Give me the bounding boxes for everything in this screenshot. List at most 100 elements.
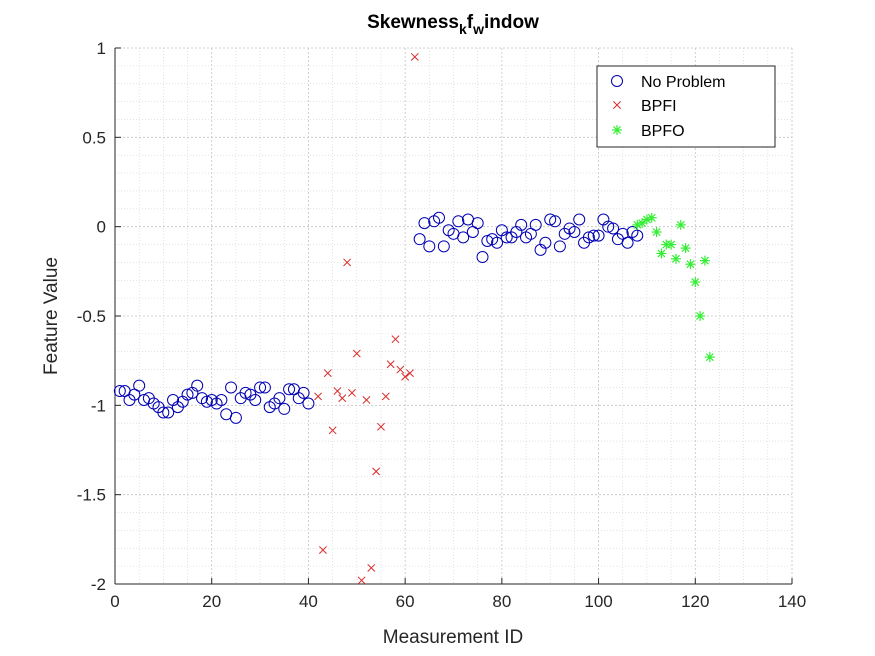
- data-point-stroke: [362, 396, 371, 404]
- series-bpfo: [632, 212, 715, 363]
- data-point: [410, 52, 419, 61]
- data-point-stroke: [686, 260, 695, 269]
- data-point: [573, 213, 586, 226]
- data-point: [491, 236, 504, 249]
- data-point: [670, 253, 681, 264]
- legend: No Problem BPFI BPFO: [596, 65, 776, 148]
- data-point-stroke: [657, 249, 666, 258]
- data-point: [690, 277, 701, 288]
- data-point: [347, 388, 356, 397]
- x-axis-label: Measurement ID: [383, 627, 523, 648]
- data-point: [314, 392, 323, 401]
- series-bpfi: [314, 52, 419, 585]
- data-point-stroke: [401, 372, 410, 381]
- data-point: [215, 393, 228, 406]
- data-point-stroke: [681, 244, 690, 253]
- data-point-stroke: [705, 353, 714, 362]
- data-point: [338, 394, 347, 403]
- data-point-stroke: [357, 576, 366, 585]
- data-point: [200, 395, 213, 408]
- legend-marker-bpfo: [612, 125, 622, 135]
- data-point-stroke: [671, 254, 680, 263]
- data-point: [249, 393, 262, 406]
- y-tick-label: 0: [97, 218, 106, 237]
- data-point: [328, 426, 337, 435]
- legend-marker-no-problem: [611, 75, 623, 87]
- x-tick-label: 140: [778, 592, 806, 611]
- data-point: [181, 388, 194, 401]
- data-point-stroke: [367, 563, 376, 572]
- legend-marker-bpfi-stroke: [613, 101, 621, 109]
- data-point: [318, 546, 327, 555]
- data-point: [377, 422, 385, 431]
- x-tick-label: 0: [110, 592, 119, 611]
- data-point: [258, 381, 271, 394]
- y-tick-label: -1.5: [77, 486, 106, 505]
- data-point-stroke: [323, 369, 332, 378]
- data-point: [225, 381, 238, 394]
- data-point-stroke: [396, 365, 405, 374]
- data-point: [656, 248, 667, 259]
- data-point-stroke: [700, 256, 709, 265]
- y-tick-label: 1: [97, 39, 106, 58]
- x-tick-label: 60: [396, 592, 415, 611]
- data-point-stroke: [352, 349, 361, 358]
- data-point-stroke: [314, 392, 323, 401]
- legend-markers: [611, 75, 623, 135]
- y-tick-label: -0.5: [77, 307, 106, 326]
- data-point-stroke: [406, 369, 414, 378]
- data-point-stroke: [328, 426, 337, 435]
- x-tick-label: 40: [299, 592, 318, 611]
- data-point-stroke: [667, 240, 676, 249]
- data-point: [273, 392, 286, 405]
- x-tick-label: 80: [492, 592, 511, 611]
- data-point: [432, 211, 445, 224]
- data-point: [406, 369, 414, 378]
- tick-labels: 0 20 40 60 80 100 120 140 -2 -1.5 -1 -0.5 0 0.5 1: [77, 39, 806, 611]
- data-point: [437, 240, 450, 253]
- data-point-stroke: [676, 220, 685, 229]
- data-point: [481, 234, 494, 247]
- chart-title: Skewnesskfwindow: [367, 12, 539, 37]
- data-point: [372, 467, 381, 476]
- data-point: [423, 240, 436, 253]
- legend-label-bpfo: BPFO: [641, 123, 685, 140]
- data-point: [396, 365, 405, 374]
- legend-label-no-problem: No Problem: [641, 74, 725, 91]
- data-point: [704, 352, 715, 363]
- data-point: [352, 349, 361, 358]
- data-point: [646, 212, 657, 223]
- data-point-stroke: [642, 215, 651, 224]
- data-point-stroke: [318, 546, 327, 555]
- x-tick-label: 100: [584, 592, 612, 611]
- data-point: [471, 217, 484, 230]
- data-point: [229, 411, 242, 424]
- data-point: [157, 406, 170, 419]
- data-point: [283, 383, 296, 396]
- data-point-stroke: [638, 219, 647, 228]
- data-point-stroke: [372, 467, 381, 476]
- data-point: [685, 259, 696, 270]
- y-axis-label: Feature Value: [41, 257, 62, 375]
- data-point: [675, 219, 686, 230]
- data-point: [333, 387, 342, 395]
- data-point-stroke: [647, 213, 656, 222]
- y-tick-label: -1: [91, 396, 106, 415]
- data-point: [343, 258, 352, 267]
- data-point: [553, 240, 566, 253]
- data-point: [621, 236, 634, 249]
- data-point: [568, 226, 581, 239]
- series-no-problem: [113, 211, 644, 424]
- data-point: [302, 397, 315, 410]
- data-point-stroke: [377, 422, 385, 431]
- data-point: [191, 379, 204, 392]
- y-tick-label: 0.5: [82, 128, 106, 147]
- data-point: [457, 231, 470, 244]
- data-point-stroke: [343, 258, 352, 267]
- data-point: [418, 217, 431, 230]
- x-tick-label: 20: [202, 592, 221, 611]
- data-point-stroke: [381, 392, 390, 401]
- data-point: [401, 372, 410, 381]
- data-point: [651, 227, 662, 238]
